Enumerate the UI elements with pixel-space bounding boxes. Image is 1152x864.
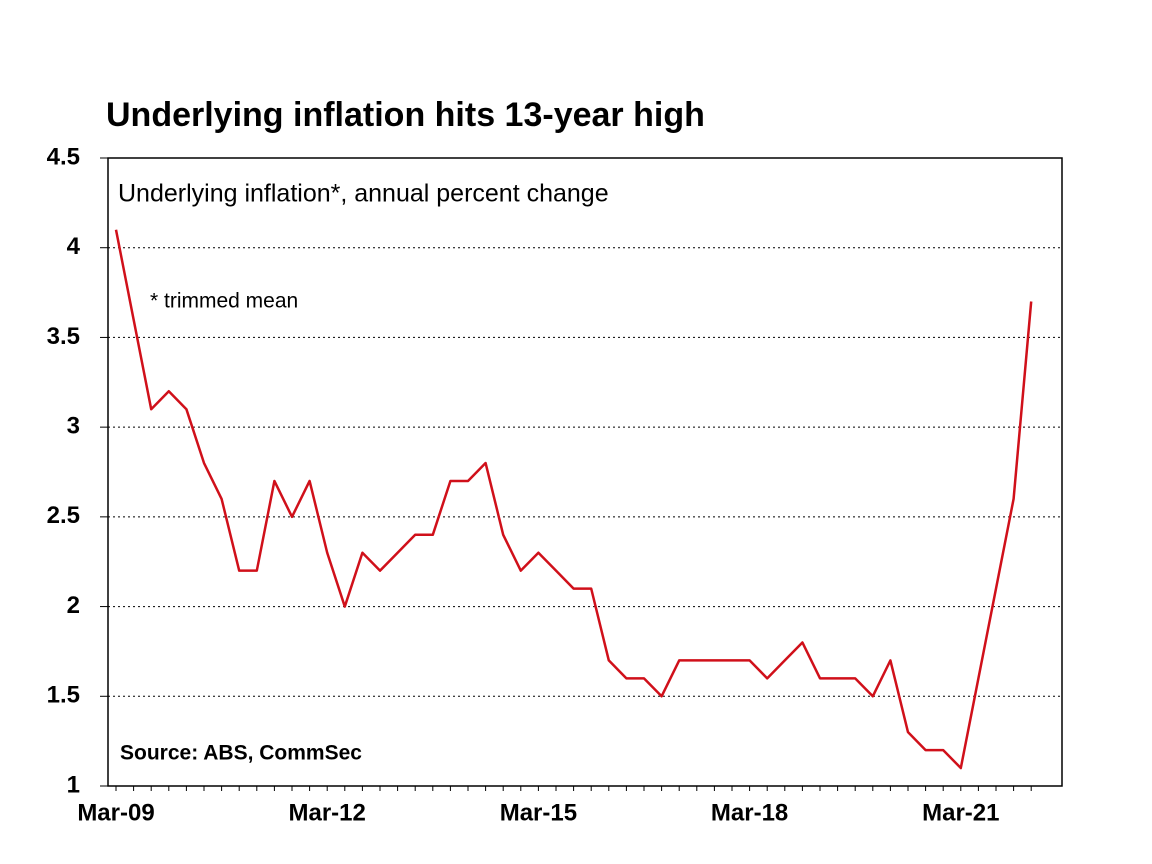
y-tick-label: 3.5: [47, 323, 80, 350]
chart-title: Underlying inflation hits 13-year high: [106, 96, 705, 134]
line-series: [114, 229, 1033, 770]
subtitle: Underlying inflation*, annual percent ch…: [118, 180, 609, 208]
plot-frame: [107, 157, 1063, 787]
y-tick-label: 3: [67, 412, 80, 439]
x-tick-label: Mar-12: [289, 799, 366, 826]
footnote: * trimmed mean: [150, 290, 298, 313]
y-tick-label: 4.5: [47, 143, 80, 170]
x-tick-label: Mar-15: [500, 799, 577, 826]
y-tick-label: 2.5: [47, 502, 80, 529]
x-tick-label: Mar-18: [711, 799, 788, 826]
y-tick-label: 4: [67, 233, 81, 260]
y-tick-label: 2: [67, 592, 80, 619]
y-tick-label: 1.5: [47, 682, 80, 709]
source: Source: ABS, CommSec: [120, 742, 362, 765]
x-tick-label: Mar-21: [922, 799, 999, 826]
y-tick-label: 1: [67, 771, 80, 798]
x-tick-label: Mar-09: [77, 799, 154, 826]
